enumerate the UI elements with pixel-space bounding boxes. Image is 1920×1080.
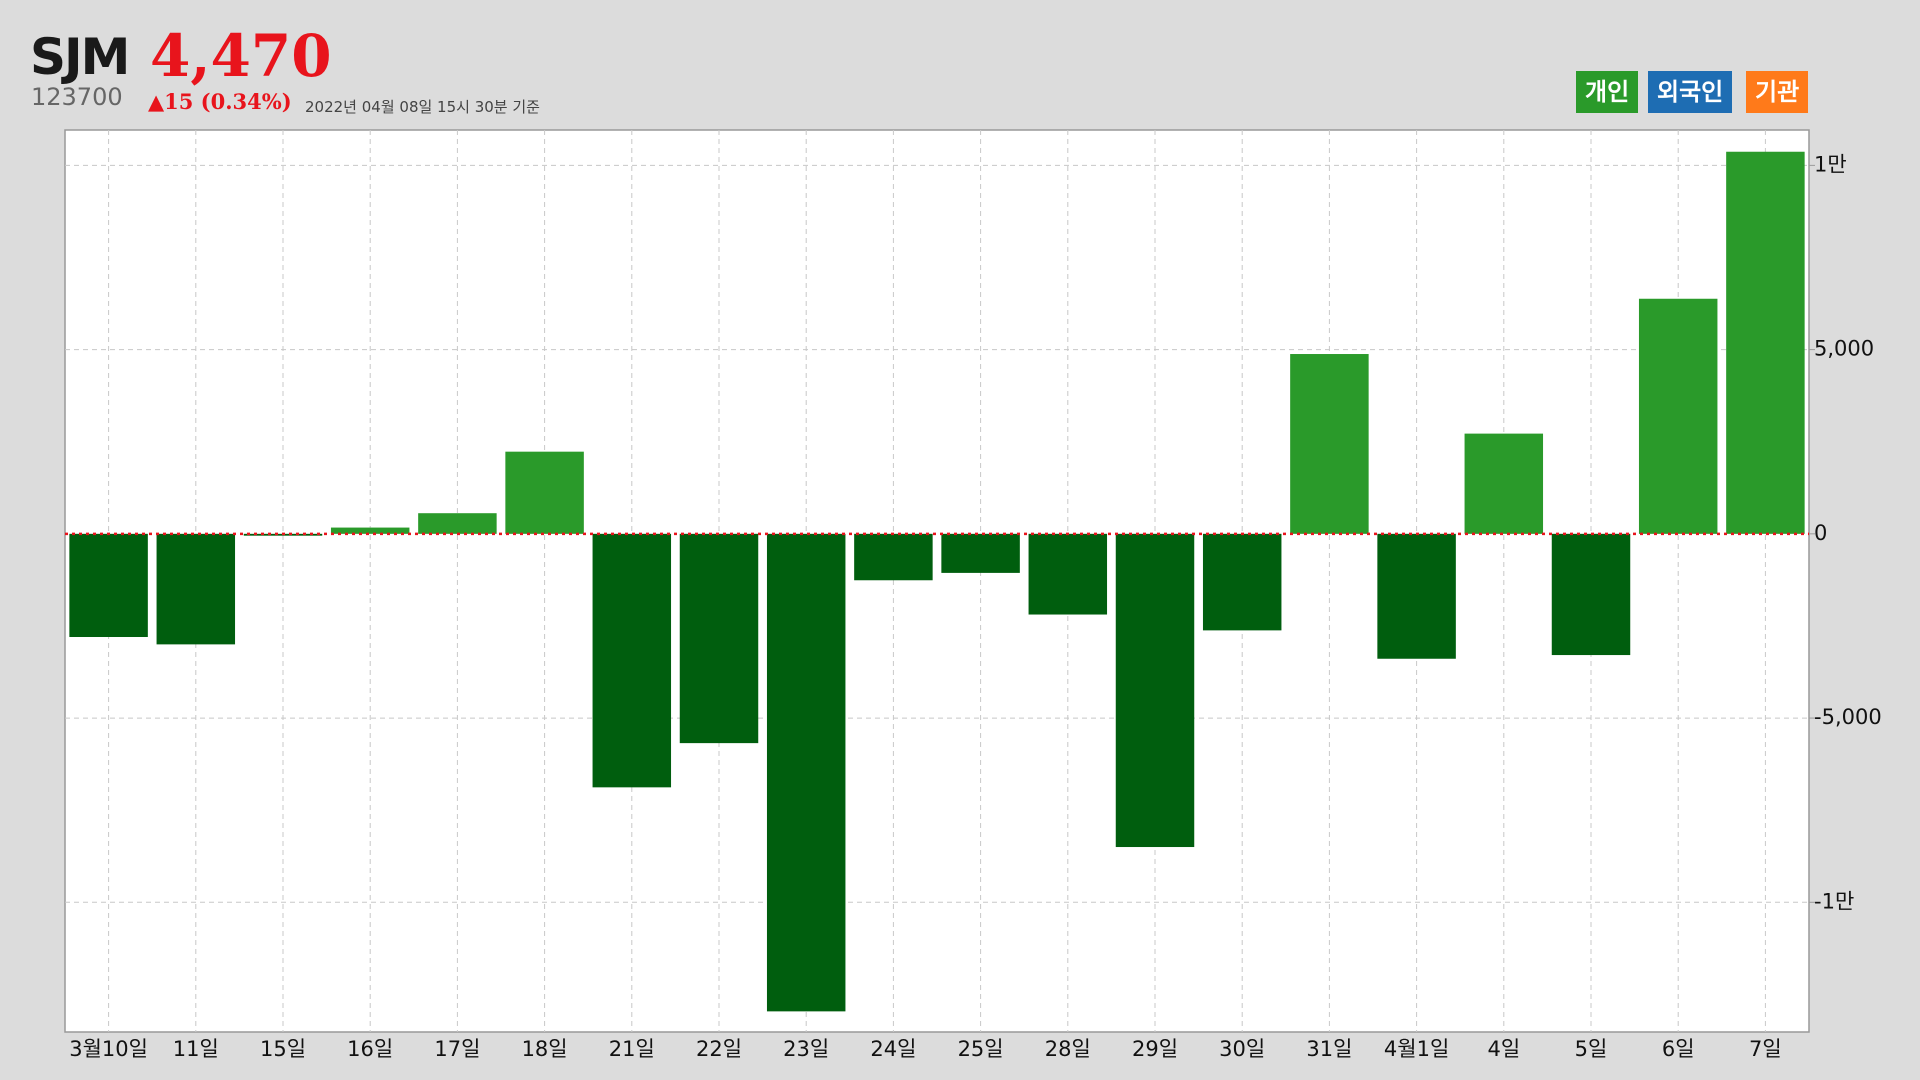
bar [330, 527, 410, 534]
x-tick-label: 23일 [783, 1037, 829, 1061]
bar [1551, 533, 1631, 656]
x-tick-label: 4일 [1487, 1037, 1520, 1061]
bar [505, 451, 584, 534]
x-tick-label: 31일 [1306, 1037, 1352, 1061]
bar [1115, 533, 1195, 848]
stock-price: 4,470 [150, 22, 332, 90]
x-tick-label: 5일 [1575, 1037, 1608, 1061]
investor-button[interactable]: 개인 [1576, 71, 1639, 113]
x-tick-label: 24일 [870, 1037, 916, 1061]
as-of-date: 2022년 04월 08일 15시 30분 기준 [305, 98, 540, 116]
bar [1726, 151, 1805, 534]
x-tick-label: 4월1일 [1384, 1037, 1449, 1061]
stock-name: SJM [30, 28, 130, 86]
bar [1028, 533, 1108, 615]
bar [1290, 354, 1369, 534]
bar [69, 533, 148, 638]
x-tick-label: 21일 [609, 1037, 655, 1061]
bar [679, 533, 759, 744]
investor-button[interactable]: 기관 [1746, 71, 1809, 113]
bar [418, 513, 497, 534]
bar [1202, 533, 1282, 631]
price-change: ▲15 (0.34%) [148, 89, 292, 114]
x-tick-label: 7일 [1749, 1037, 1782, 1061]
y-tick-label: 1만 [1814, 152, 1847, 176]
bar [1638, 298, 1718, 534]
bar [766, 533, 846, 1012]
x-tick-label: 30일 [1219, 1037, 1265, 1061]
bar [592, 533, 672, 788]
y-tick-label: 5,000 [1814, 337, 1874, 361]
x-tick-label: 11일 [173, 1037, 219, 1061]
x-tick-label: 22일 [696, 1037, 742, 1061]
investor-button[interactable]: 외국인 [1648, 71, 1733, 113]
y-tick-label: 0 [1814, 521, 1827, 545]
x-tick-label: 3월10일 [69, 1037, 148, 1061]
plot-area [64, 129, 1810, 1033]
x-tick-label: 29일 [1132, 1037, 1178, 1061]
stock-code: 123700 [31, 83, 123, 111]
x-tick-label: 16일 [347, 1037, 393, 1061]
bar [941, 533, 1020, 573]
bar [1377, 533, 1456, 659]
bar [1464, 433, 1544, 534]
bar [156, 533, 236, 645]
y-tick-label: -5,000 [1814, 705, 1882, 729]
bar [854, 533, 933, 581]
y-tick-label: -1만 [1814, 889, 1854, 913]
x-tick-label: 6일 [1662, 1037, 1695, 1061]
x-tick-label: 28일 [1045, 1037, 1091, 1061]
x-tick-label: 18일 [522, 1037, 568, 1061]
x-tick-label: 17일 [434, 1037, 480, 1061]
x-tick-label: 25일 [958, 1037, 1004, 1061]
x-tick-label: 15일 [260, 1037, 306, 1061]
